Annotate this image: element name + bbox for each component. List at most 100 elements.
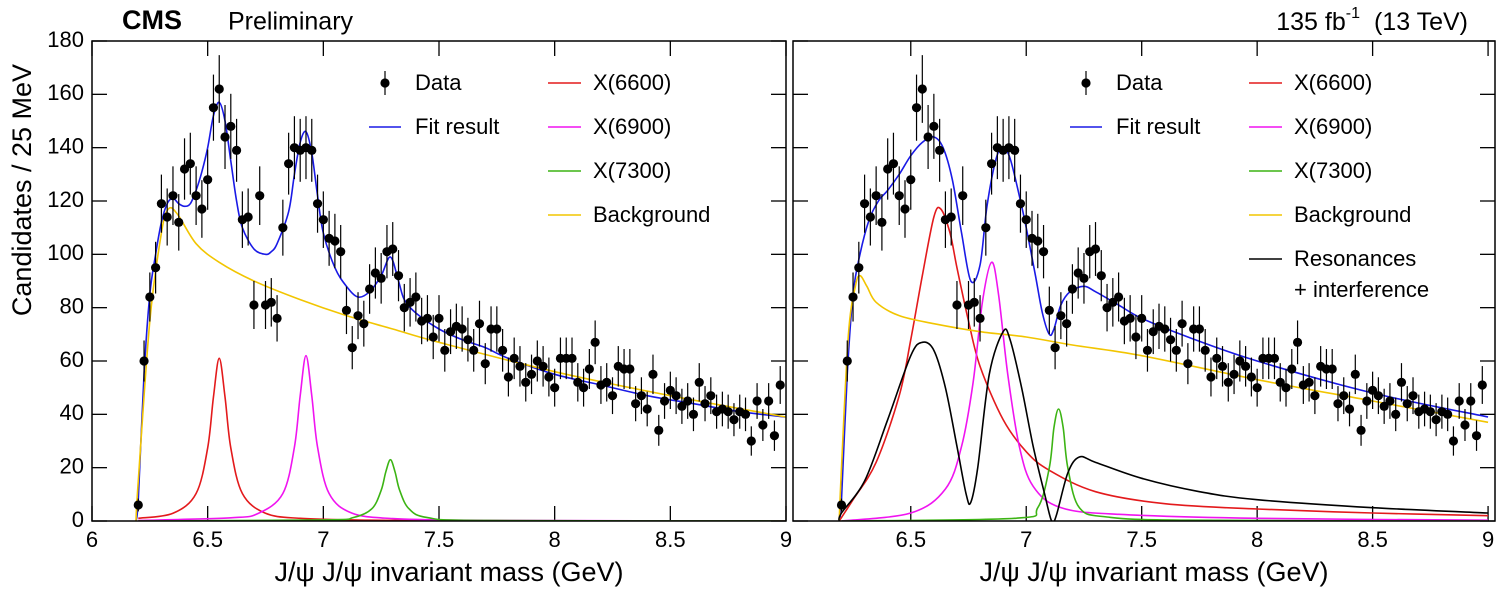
data-point: [1212, 353, 1222, 363]
data-point: [318, 215, 328, 225]
data-point: [1160, 324, 1170, 334]
data-point: [197, 204, 207, 214]
data-point: [538, 361, 548, 371]
data-point: [1333, 399, 1343, 409]
data-point: [758, 420, 768, 430]
data-point: [746, 436, 756, 446]
data-point: [492, 324, 502, 334]
x-tick-label: 8.5: [1357, 527, 1388, 552]
data-point: [434, 313, 444, 323]
data-point: [162, 212, 172, 222]
data-point: [648, 369, 658, 379]
data-point: [1102, 303, 1112, 313]
data-point: [775, 380, 785, 390]
data-point: [284, 159, 294, 169]
data-point: [445, 327, 456, 337]
data-point: [1177, 319, 1187, 329]
data-point: [1304, 377, 1314, 387]
data-point: [871, 191, 881, 201]
data-point: [521, 377, 531, 387]
data-point: [683, 396, 693, 406]
data-point: [151, 263, 161, 273]
data-point: [1287, 364, 1297, 374]
legend-label: Resonances + interference: [1294, 246, 1429, 302]
curve: [841, 408, 1489, 521]
x-tick-label: 9: [1482, 527, 1494, 552]
curve: [838, 206, 1489, 521]
data-point: [353, 311, 363, 321]
luminosity: 135 fb: [1276, 8, 1346, 36]
data-point: [590, 337, 600, 347]
y-tick-label: 0: [72, 507, 84, 532]
data-point: [906, 175, 916, 185]
curve: [135, 206, 786, 521]
data-point: [509, 353, 519, 363]
legend-label: Fit result: [415, 114, 499, 139]
y-tick-label: 60: [60, 347, 84, 372]
data-point: [1073, 268, 1083, 278]
data-point: [1269, 353, 1280, 363]
data-point: [752, 396, 762, 406]
legend-label: X(7300): [593, 158, 671, 183]
data-point: [602, 377, 612, 387]
legend-label: X(6900): [593, 114, 671, 139]
data-point: [888, 159, 899, 169]
data-point: [532, 356, 542, 366]
data-point: [848, 292, 858, 302]
x-tick-label: 6: [86, 527, 98, 552]
data-point: [278, 223, 288, 233]
data-point: [636, 391, 647, 401]
x-tick-label: 7.5: [1126, 527, 1157, 552]
legend-label: X(6900): [1294, 114, 1372, 139]
data-point: [1229, 369, 1239, 379]
data-point: [1477, 380, 1487, 390]
curve: [138, 354, 786, 521]
legend-label: Background: [1294, 202, 1411, 227]
data-point: [203, 175, 213, 185]
plot-area: [133, 55, 786, 521]
data-point: [1396, 377, 1407, 387]
y-tick-label: 100: [47, 240, 84, 265]
x-tick-label: 7: [317, 527, 329, 552]
data-point: [1310, 391, 1320, 401]
data-point: [1050, 343, 1060, 353]
data-point: [740, 409, 751, 419]
data-point: [370, 268, 380, 278]
data-point: [1339, 391, 1349, 401]
legend-label: X(7300): [1294, 158, 1372, 183]
data-point: [463, 335, 473, 345]
y-tick-label: 160: [47, 80, 84, 105]
data-point: [1385, 396, 1395, 406]
data-point: [854, 263, 864, 273]
data-point: [1010, 145, 1020, 155]
data-point: [174, 217, 184, 227]
y-tick-label: 180: [47, 27, 84, 52]
data-point: [688, 409, 699, 419]
data-point: [399, 303, 409, 313]
data-point: [330, 236, 340, 246]
status: Preliminary: [228, 8, 354, 36]
data-point: [1292, 337, 1303, 347]
data-point: [764, 396, 774, 406]
y-tick-label: 80: [60, 293, 84, 318]
data-point: [336, 247, 346, 257]
data-point: [1344, 404, 1355, 414]
data-point: [1223, 377, 1233, 387]
data-point: [1350, 369, 1360, 379]
legend-marker: [380, 78, 390, 88]
data-point: [1015, 199, 1026, 209]
x-axis-label: J/ψ J/ψ invariant mass (GeV): [979, 557, 1328, 587]
data-point: [723, 407, 733, 417]
data-point: [388, 244, 398, 254]
data-point: [405, 297, 415, 307]
data-point: [526, 369, 537, 379]
data-point: [1368, 385, 1378, 395]
data-point: [307, 145, 317, 155]
legend-marker: [1081, 78, 1091, 88]
legend-label: X(6600): [1294, 70, 1372, 95]
data-point: [1131, 332, 1141, 342]
data-point: [975, 313, 985, 323]
curve: [138, 458, 786, 521]
data-point: [631, 399, 641, 409]
